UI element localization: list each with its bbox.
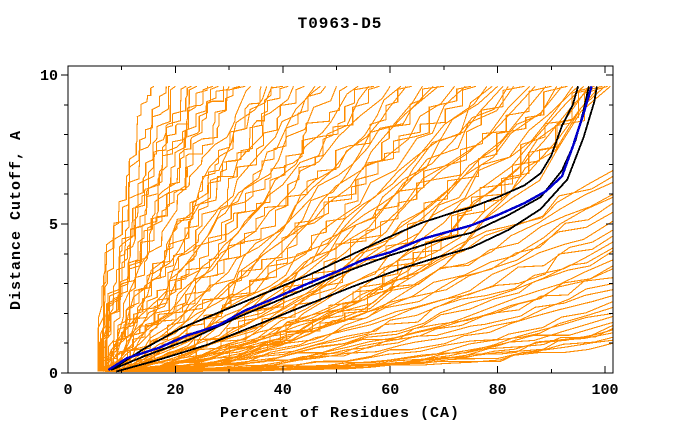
x-tick-label: 60 — [381, 382, 399, 399]
x-tick-label: 0 — [63, 382, 72, 399]
pool-model-curve — [107, 85, 219, 372]
selected-model-blue-curve — [107, 85, 593, 372]
model-pool-curves — [97, 85, 614, 373]
pool-model-curve — [104, 86, 230, 372]
pool-model-curve — [116, 85, 402, 372]
highlight-model-black-lower-curve — [116, 86, 598, 373]
pool-model-curve — [105, 85, 251, 372]
highlight-model-black-upper-curve — [110, 86, 579, 371]
pool-model-curve — [104, 85, 321, 372]
pool-model-curve — [99, 85, 246, 372]
pool-model-curve — [103, 86, 338, 372]
y-tick-label: 10 — [40, 68, 58, 85]
pool-model-curve — [106, 85, 192, 372]
pool-model-curve — [126, 235, 614, 373]
pool-model-curve — [114, 85, 477, 372]
pool-model-curve — [118, 85, 444, 372]
pool-model-curve — [119, 211, 614, 373]
pool-model-curve — [116, 85, 525, 373]
chart-title: T0963-D5 — [298, 15, 383, 33]
highlight-curves — [107, 85, 598, 373]
pool-model-curve — [116, 241, 614, 373]
pool-model-curve — [116, 85, 552, 373]
pool-model-curve — [102, 85, 412, 372]
pool-model-curve — [140, 329, 614, 373]
x-tick-label: 80 — [489, 382, 507, 399]
axes — [61, 65, 614, 374]
pool-model-curve — [104, 85, 456, 373]
pool-model-curve — [110, 86, 225, 372]
pool-model-curve — [98, 85, 198, 372]
pool-model-curve — [119, 85, 608, 373]
pool-model-curve — [99, 85, 240, 372]
x-axis-label: Percent of Residues (CA) — [220, 405, 460, 422]
pool-model-curve — [120, 175, 614, 373]
pool-model-curve — [101, 85, 375, 372]
pool-model-curve — [110, 86, 262, 372]
y-axis-label: Distance Cutoff, A — [8, 130, 25, 310]
pool-model-curve — [119, 86, 558, 373]
pool-model-curve — [109, 85, 316, 372]
pool-model-curve — [123, 85, 603, 373]
pool-model-curve — [115, 196, 614, 373]
pool-model-curve — [100, 85, 370, 372]
pool-model-curve — [112, 85, 289, 372]
pool-model-curve — [116, 181, 614, 373]
pool-model-curve — [110, 86, 391, 372]
x-tick-label: 100 — [591, 382, 618, 399]
pool-model-curve — [102, 85, 176, 372]
pool-model-curve — [111, 85, 407, 372]
pool-model-curve — [113, 202, 614, 373]
pool-model-curve — [121, 85, 601, 373]
pool-model-curve — [102, 85, 214, 372]
plot-border — [67, 65, 614, 374]
x-tick-label: 40 — [274, 382, 292, 399]
y-tick-label: 5 — [49, 217, 58, 234]
pool-model-curve — [124, 220, 614, 373]
y-tick-label: 0 — [49, 366, 58, 383]
pool-model-curve — [97, 85, 170, 372]
x-tick-label: 20 — [166, 382, 184, 399]
pool-model-curve — [105, 86, 268, 372]
pool-model-curve — [117, 229, 614, 373]
tick-labels: 0 20 40 60 80 100 0 5 10 — [40, 68, 619, 399]
pool-model-curve — [111, 85, 515, 373]
pool-model-curve — [126, 247, 614, 373]
pool-model-curve — [112, 85, 579, 373]
pool-model-curve — [97, 85, 155, 372]
pool-model-curve — [107, 85, 563, 373]
pool-model-curve — [122, 289, 614, 373]
